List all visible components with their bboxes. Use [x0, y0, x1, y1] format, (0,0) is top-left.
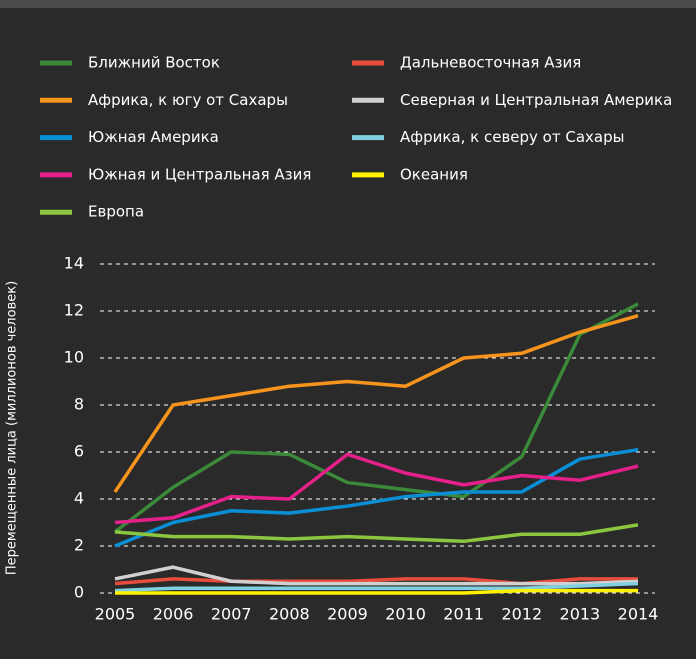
- x-tick-label: 2005: [95, 605, 136, 624]
- series-line: [114, 523, 639, 544]
- y-tick-label: 12: [64, 301, 84, 320]
- x-tick-label: 2012: [501, 605, 542, 624]
- x-tick-label: 2011: [443, 605, 484, 624]
- series-line: [114, 577, 638, 586]
- series-line: [114, 581, 639, 593]
- y-tick-label: 10: [64, 348, 84, 367]
- series-line: [113, 314, 639, 493]
- legend-label: Океания: [400, 165, 468, 183]
- legend-label: Южная Америка: [88, 128, 219, 146]
- x-tick-label: 2006: [153, 605, 194, 624]
- legend-label: Африка, к северу от Сахары: [400, 128, 624, 146]
- series-line: [114, 452, 639, 525]
- series-line: [114, 447, 639, 548]
- y-tick-label: 8: [74, 395, 84, 414]
- x-tick-label: 2007: [211, 605, 252, 624]
- top-border: [0, 0, 696, 8]
- series-line: [115, 588, 638, 595]
- x-tick-label: 2010: [385, 605, 426, 624]
- y-axis-label: Перемещенные лица (миллионов человек): [5, 281, 20, 575]
- y-tick-label: 6: [74, 442, 84, 461]
- y-tick-label: 2: [74, 536, 84, 555]
- legend-label: Европа: [88, 203, 144, 221]
- legend-label: Африка, к югу от Сахары: [88, 91, 288, 109]
- series-line: [114, 565, 639, 586]
- legend-label: Дальневосточная Азия: [400, 54, 581, 72]
- x-tick-label: 2013: [560, 605, 601, 624]
- legend-label: Южная и Центральная Азия: [88, 165, 311, 183]
- x-tick-label: 2008: [269, 605, 310, 624]
- legend-label: Ближний Восток: [88, 54, 220, 72]
- y-tick-label: 4: [74, 489, 84, 508]
- series-line: [113, 302, 639, 534]
- x-tick-label: 2014: [618, 605, 659, 624]
- y-tick-label: 0: [74, 583, 84, 602]
- y-tick-label: 14: [64, 254, 84, 273]
- x-tick-label: 2009: [327, 605, 368, 624]
- legend-label: Северная и Центральная Америка: [400, 91, 672, 109]
